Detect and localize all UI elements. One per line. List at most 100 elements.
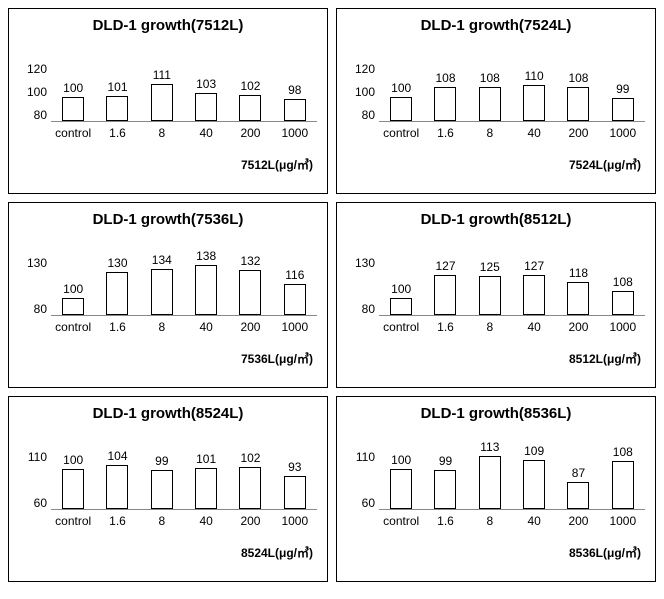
bar-value-label: 104 <box>107 449 127 463</box>
x-tick-label: 8 <box>468 514 512 528</box>
plot-area: 1009911310987108 <box>379 430 645 510</box>
chart-grid: DLD-1 growth(7512L)120100801001011111031… <box>8 8 656 582</box>
bar-group: 101 <box>95 42 139 121</box>
x-axis-title: 8524L(μg/㎥) <box>19 544 317 561</box>
bar-group: 111 <box>140 42 184 121</box>
bar <box>62 97 84 121</box>
bar-group: 100 <box>379 236 423 315</box>
bar-value-label: 116 <box>285 268 304 282</box>
chart-panel: DLD-1 growth(8524L)110601001049910110293… <box>8 396 328 582</box>
chart-panel: DLD-1 growth(8512L)130801001271251271181… <box>336 202 656 388</box>
bar-value-label: 110 <box>525 69 544 83</box>
bar-group: 102 <box>228 42 272 121</box>
bar-group: 108 <box>556 42 600 121</box>
bar <box>151 84 173 121</box>
bar-value-label: 101 <box>196 452 216 466</box>
bar <box>390 97 412 121</box>
chart-panel: DLD-1 growth(8536L)110601009911310987108… <box>336 396 656 582</box>
bar <box>151 269 173 315</box>
chart-panel: DLD-1 growth(7536L)130801001301341381321… <box>8 202 328 388</box>
bar-value-label: 100 <box>391 282 411 296</box>
chart-area: 1201008010010810811010899 <box>347 42 645 122</box>
x-tick-label: 200 <box>556 514 600 528</box>
x-axis-title: 8512L(μg/㎥) <box>347 350 645 367</box>
bar-group: 104 <box>95 430 139 509</box>
y-tick-label: 110 <box>28 450 47 464</box>
plot-area: 10010111110310298 <box>51 42 317 122</box>
bar-value-label: 108 <box>613 275 633 289</box>
bar <box>523 460 545 509</box>
bar-group: 99 <box>140 430 184 509</box>
bar <box>523 85 545 121</box>
x-tick-label: 1000 <box>601 126 645 140</box>
x-tick-label: 200 <box>228 126 272 140</box>
x-tick-label: 8 <box>140 514 184 528</box>
bar-value-label: 100 <box>391 453 411 467</box>
x-tick-label: 1000 <box>273 514 317 528</box>
bar-value-label: 99 <box>439 454 452 468</box>
bar <box>284 99 306 121</box>
chart-area: 1201008010010111110310298 <box>19 42 317 122</box>
bar <box>434 275 456 315</box>
bar <box>390 298 412 315</box>
chart-area: 13080100130134138132116 <box>19 236 317 316</box>
bar-value-label: 125 <box>480 260 500 274</box>
bar-value-label: 100 <box>63 282 83 296</box>
bar-value-label: 111 <box>153 68 171 82</box>
y-tick-label: 130 <box>27 256 47 270</box>
bar-group: 101 <box>184 430 228 509</box>
x-tick-label: 1.6 <box>95 320 139 334</box>
x-tick-label: 1.6 <box>423 320 467 334</box>
y-axis: 13080 <box>347 256 379 316</box>
bar <box>284 284 306 315</box>
bar <box>284 476 306 509</box>
x-tick-label: 40 <box>184 126 228 140</box>
x-axis: control1.68402001000 <box>379 320 645 334</box>
y-tick-label: 130 <box>355 256 375 270</box>
chart-title: DLD-1 growth(7524L) <box>347 17 645 34</box>
x-tick-label: control <box>51 320 95 334</box>
bar <box>612 291 634 315</box>
x-tick-label: control <box>379 126 423 140</box>
chart-title: DLD-1 growth(7536L) <box>19 211 317 228</box>
x-axis-title: 8536L(μg/㎥) <box>347 544 645 561</box>
bar <box>239 95 261 121</box>
bar-value-label: 101 <box>107 80 127 94</box>
bar <box>567 282 589 315</box>
bar <box>390 469 412 509</box>
y-tick-label: 110 <box>356 450 375 464</box>
bar-value-label: 127 <box>524 259 544 273</box>
bar-value-label: 87 <box>572 466 585 480</box>
bar-group: 100 <box>51 430 95 509</box>
bar-group: 87 <box>556 430 600 509</box>
chart-title: DLD-1 growth(7512L) <box>19 17 317 34</box>
y-tick-label: 100 <box>27 85 47 99</box>
y-tick-label: 80 <box>34 302 47 316</box>
bar-value-label: 100 <box>391 81 411 95</box>
bar <box>62 298 84 315</box>
x-axis: control1.68402001000 <box>51 126 317 140</box>
bar <box>106 272 128 315</box>
bar-group: 130 <box>95 236 139 315</box>
bar-group: 98 <box>273 42 317 121</box>
x-tick-label: 8 <box>140 126 184 140</box>
x-tick-label: 1.6 <box>423 514 467 528</box>
plot-area: 1001049910110293 <box>51 430 317 510</box>
bar <box>479 87 501 121</box>
bar-group: 99 <box>423 430 467 509</box>
bar <box>239 467 261 509</box>
bar-value-label: 108 <box>435 71 455 85</box>
bar-group: 108 <box>601 236 645 315</box>
y-axis: 12010080 <box>19 62 51 122</box>
y-tick-label: 60 <box>362 496 375 510</box>
bar-group: 125 <box>468 236 512 315</box>
x-tick-label: 40 <box>184 320 228 334</box>
x-axis: control1.68402001000 <box>51 514 317 528</box>
bar-value-label: 127 <box>435 259 455 273</box>
bar <box>612 98 634 121</box>
bar <box>434 87 456 121</box>
chart-title: DLD-1 growth(8512L) <box>347 211 645 228</box>
chart-panel: DLD-1 growth(7512L)120100801001011111031… <box>8 8 328 194</box>
x-tick-label: control <box>379 514 423 528</box>
bar-value-label: 99 <box>155 454 168 468</box>
